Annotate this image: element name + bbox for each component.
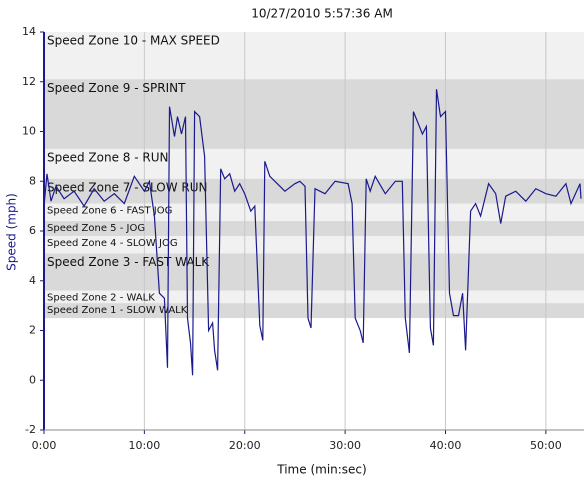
x-tick-label: 10:00	[129, 439, 161, 452]
y-tick-label: 0	[29, 373, 36, 386]
x-axis-label: Time (min:sec)	[276, 463, 366, 477]
zone-label: Speed Zone 7 - SLOW RUN	[47, 180, 208, 194]
speed-zone	[44, 79, 584, 149]
speed-zone	[44, 253, 584, 291]
zone-label: Speed Zone 1 - SLOW WALK	[47, 305, 188, 316]
zone-label: Speed Zone 6 - FAST JOG	[47, 206, 172, 217]
zone-label: Speed Zone 9 - SPRINT	[47, 81, 186, 95]
zone-label: Speed Zone 8 - RUN	[47, 150, 169, 164]
y-tick-label: 14	[22, 25, 36, 38]
y-tick-label: 6	[29, 224, 36, 237]
speed-zone	[44, 148, 584, 179]
speed-zone	[44, 303, 584, 319]
y-tick-label: -2	[25, 423, 36, 436]
speed-line	[43, 89, 582, 376]
x-tick-label: 50:00	[530, 439, 562, 452]
y-tick-label: 12	[22, 75, 36, 88]
zone-label: Speed Zone 3 - FAST WALK	[47, 255, 210, 269]
y-tick-label: 10	[22, 125, 36, 138]
zone-label: Speed Zone 5 - JOG	[47, 223, 145, 234]
zone-label: Speed Zone 4 - SLOW JOG	[47, 238, 178, 249]
x-tick-label: 20:00	[229, 439, 261, 452]
y-axis-label: Speed (mph)	[5, 193, 19, 271]
zone-label: Speed Zone 2 - WALK	[47, 293, 155, 304]
x-tick-label: 0:00	[32, 439, 57, 452]
zone-label: Speed Zone 10 - MAX SPEED	[47, 34, 220, 48]
y-tick-label: 8	[29, 174, 36, 187]
x-tick-label: 40:00	[430, 439, 462, 452]
chart-title: 10/27/2010 5:57:36 AM	[251, 7, 393, 21]
speed-zone	[44, 32, 584, 80]
y-tick-label: 4	[29, 274, 36, 287]
x-tick-label: 30:00	[329, 439, 361, 452]
y-tick-label: 2	[29, 324, 36, 337]
